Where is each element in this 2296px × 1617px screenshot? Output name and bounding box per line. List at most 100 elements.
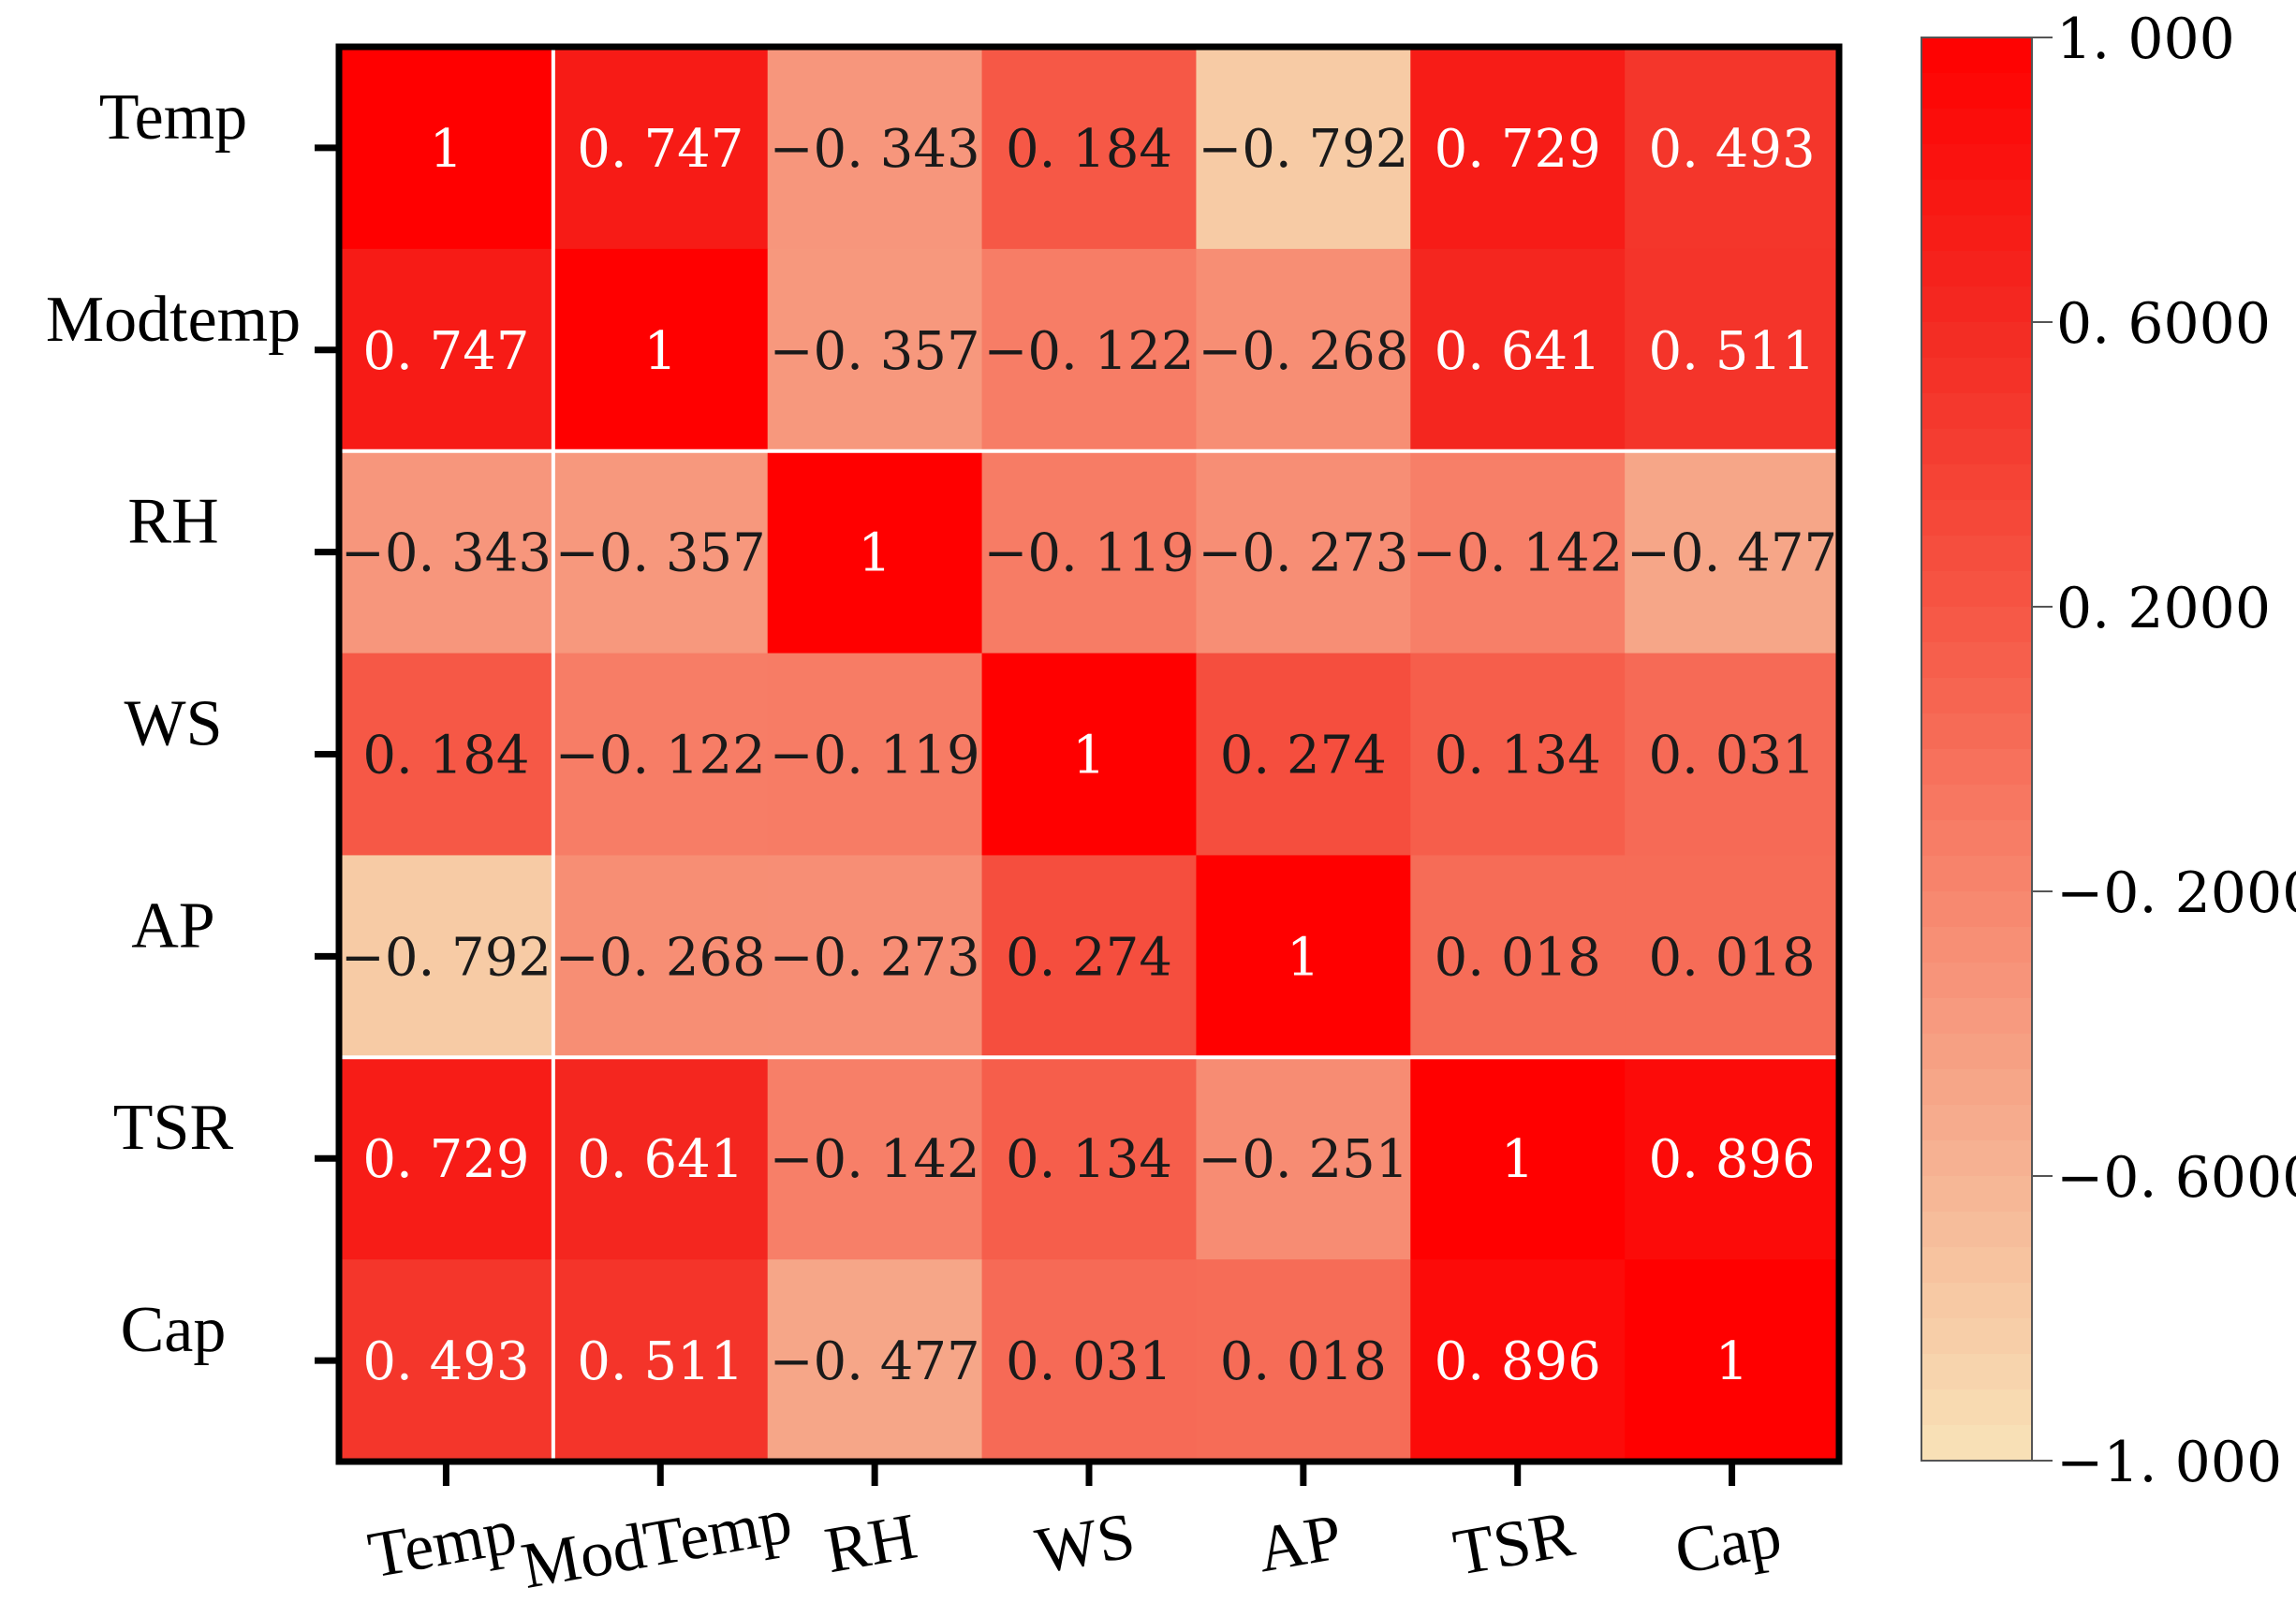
heatmap-cell: [767, 248, 983, 452]
cell-value-label: −0. 122: [983, 321, 1194, 382]
heatmap-cell: [981, 855, 1198, 1058]
heatmap-cell: [767, 47, 983, 250]
colorbar-tick-label: 0. 6000: [2056, 291, 2271, 357]
colorbar-band: [1921, 678, 2032, 714]
cell-value-label: 1: [1715, 1331, 1749, 1392]
colorbar-tick-label: −1. 000: [2056, 1430, 2282, 1495]
x-tick-label: Cap: [1670, 1499, 1786, 1588]
heatmap-cell: [981, 248, 1198, 452]
cell-value-label: −0. 142: [1412, 523, 1623, 584]
cell-value-label: 0. 184: [1006, 119, 1172, 180]
cell-value-label: 0. 896: [1435, 1331, 1601, 1392]
colorbar-tick-label: −0. 2000: [2056, 860, 2296, 926]
colorbar-band: [1921, 500, 2032, 537]
heatmap-cell: [1625, 1057, 1840, 1260]
cell-value-label: 0. 018: [1435, 927, 1601, 988]
cell-value-label: 0. 274: [1006, 927, 1172, 988]
colorbar-band: [1921, 73, 2032, 110]
colorbar-band: [1921, 891, 2032, 928]
colorbar-band: [1921, 1425, 2032, 1462]
cell-value-label: −0. 477: [770, 1331, 980, 1392]
colorbar-band: [1921, 1034, 2032, 1070]
colorbar-band: [1921, 1354, 2032, 1390]
colorbar-band: [1921, 322, 2032, 359]
heatmap-cell: [339, 450, 554, 654]
heatmap-cell: [1196, 1057, 1411, 1260]
heatmap-cell: [981, 1057, 1198, 1260]
cell-value-label: 0. 274: [1220, 726, 1387, 786]
heatmap-cell: [1410, 653, 1626, 857]
colorbar-band: [1921, 1176, 2032, 1213]
cell-value-label: −0. 273: [1198, 523, 1408, 584]
heatmap-cell: [1625, 1259, 1840, 1463]
heatmap-cell: [1625, 855, 1840, 1058]
cell-value-label: −0. 273: [770, 927, 980, 988]
heatmap-cell: [981, 653, 1198, 857]
x-tick-label: AP: [1252, 1501, 1347, 1586]
colorbar-band: [1921, 713, 2032, 750]
colorbar-band: [1921, 820, 2032, 857]
colorbar-band: [1921, 1140, 2032, 1177]
cell-value-label: 0. 747: [577, 119, 743, 180]
colorbar-tick-label: 0. 2000: [2056, 576, 2271, 641]
heatmap-cell: [552, 47, 769, 250]
heatmap-cell: [1625, 450, 1840, 654]
y-tick-label: WS: [125, 688, 223, 760]
cell-value-label: −0. 251: [1198, 1129, 1408, 1190]
cell-value-label: 0. 729: [362, 1129, 529, 1190]
cell-value-label: −0. 122: [555, 726, 766, 786]
colorbar-band: [1921, 536, 2032, 572]
cluster-separators: [339, 47, 1839, 1462]
heatmap-cell: [1196, 1259, 1411, 1463]
heatmap-cell: [1196, 855, 1411, 1058]
heatmap-cell: [552, 450, 769, 654]
heatmap-cell: [552, 248, 769, 452]
colorbar-band: [1921, 1389, 2032, 1426]
cell-value-label: 0. 747: [362, 321, 529, 382]
cell-value-label: −0. 357: [555, 523, 766, 584]
heatmap-cell: [1410, 855, 1626, 1058]
y-tick-label: RH: [127, 486, 218, 558]
heatmap-cell: [1196, 248, 1411, 452]
colorbar-band: [1921, 251, 2032, 287]
cell-value-label: −0. 142: [770, 1129, 980, 1190]
heatmap-cell: [1410, 1057, 1626, 1260]
heatmap-cell: [339, 653, 554, 857]
heatmap-cell: [339, 1057, 554, 1260]
colorbar-tick-label: −0. 6000: [2056, 1145, 2296, 1211]
heatmap-cell: [1410, 47, 1626, 250]
y-tick-label: Cap: [121, 1294, 227, 1366]
colorbar-band: [1921, 571, 2032, 608]
colorbar-band: [1921, 856, 2032, 892]
heatmap-cell: [552, 1057, 769, 1260]
cell-value-label: 0. 018: [1220, 1331, 1387, 1392]
colorbar-band: [1921, 927, 2032, 963]
heatmap-cell: [1410, 450, 1626, 654]
colorbar-band: [1921, 1318, 2032, 1355]
colorbar-band: [1921, 749, 2032, 786]
heatmap-cells: [339, 47, 1840, 1463]
cell-value-label: −0. 357: [770, 321, 980, 382]
heatmap-cell: [1625, 248, 1840, 452]
cell-value-label: 0. 031: [1649, 726, 1816, 786]
colorbar-band: [1921, 1283, 2032, 1319]
x-tick-label: ModTemp: [517, 1485, 798, 1603]
colorbar-band: [1921, 963, 2032, 999]
x-tick-label: RH: [820, 1500, 922, 1587]
heatmap-cell-labels: 1 0. 747 −0. 343 0. 184 −0. 792 0. 729 0. 493 0…: [341, 119, 1837, 1392]
colorbar-band: [1921, 1212, 2032, 1248]
heatmap-cell: [981, 1259, 1198, 1463]
cell-value-label: 1: [1072, 726, 1106, 786]
cell-value-label: −0. 792: [341, 927, 552, 988]
heatmap-cell: [767, 855, 983, 1058]
heatmap-cell: [339, 855, 554, 1058]
y-tick-label: Temp: [99, 81, 247, 154]
x-tick-label: TSR: [1449, 1498, 1580, 1590]
colorbar-band: [1921, 642, 2032, 679]
cell-value-label: 1: [1501, 1129, 1535, 1190]
colorbar-band: [1921, 1247, 2032, 1284]
colorbar-tick-label: 1. 000: [2056, 7, 2235, 72]
colorbar-band: [1921, 180, 2032, 216]
